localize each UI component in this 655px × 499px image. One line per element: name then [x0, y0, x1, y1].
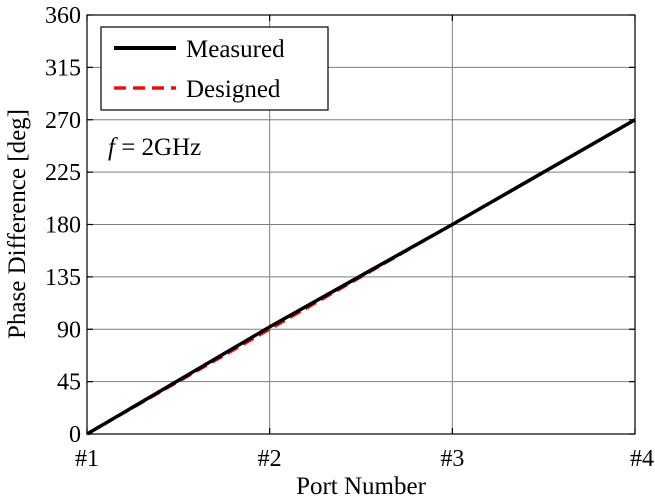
- y-tick-label: 315: [45, 55, 81, 81]
- data-series: [86, 118, 636, 436]
- x-tick-label: #2: [258, 446, 282, 472]
- x-tick-label: #1: [75, 446, 99, 472]
- frequency-annotation: f = 2GHz: [108, 134, 201, 161]
- y-tick-label: 270: [45, 108, 81, 134]
- x-tick-label: #4: [630, 446, 654, 472]
- x-tick-label: #3: [440, 446, 464, 472]
- y-tick-label: 135: [45, 265, 81, 291]
- frequency-variable: f: [108, 134, 118, 161]
- y-tick-label: 0: [69, 422, 81, 448]
- legend-measured-label: Measured: [186, 36, 285, 63]
- series-line-measured: [86, 118, 636, 436]
- x-tick-labels: #1 #2 #3 #4: [75, 446, 654, 472]
- legend-designed-label: Designed: [186, 76, 281, 103]
- axis-ticks: [86, 14, 636, 435]
- legend: Measured Designed: [100, 26, 329, 111]
- y-tick-label: 180: [45, 213, 81, 239]
- y-tick-label: 90: [57, 317, 81, 343]
- y-tick-label: 45: [57, 370, 81, 396]
- y-tick-label: 360: [45, 3, 81, 29]
- frequency-value: = 2GHz: [115, 134, 201, 161]
- legend-box: [100, 26, 329, 111]
- y-tick-label: 225: [45, 160, 81, 186]
- y-axis-label: Phase Difference [deg]: [4, 109, 31, 339]
- x-axis-label: Port Number: [296, 473, 427, 499]
- y-tick-labels: 0 45 90 135 180 225 270 315 360: [45, 3, 81, 448]
